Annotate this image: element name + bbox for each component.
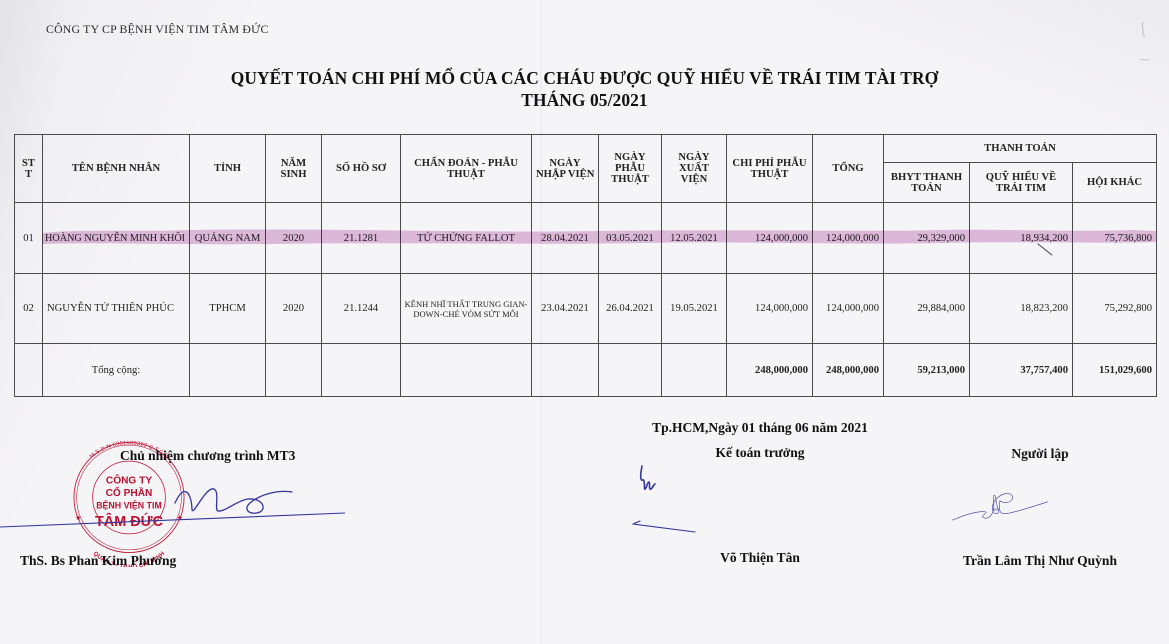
svg-text:QUẬN 7 - TP.HỒ CHÍ MINH: QUẬN 7 - TP.HỒ CHÍ MINH — [92, 551, 166, 567]
svg-text:M.S.D.N 0301680322 C.T.C.P: M.S.D.N 0301680322 C.T.C.P — [89, 441, 169, 460]
svg-text:CỔ PHẦN: CỔ PHẦN — [106, 486, 153, 499]
svg-text:CÔNG TY: CÔNG TY — [106, 474, 152, 487]
svg-text:uyin: uyin — [993, 507, 999, 511]
